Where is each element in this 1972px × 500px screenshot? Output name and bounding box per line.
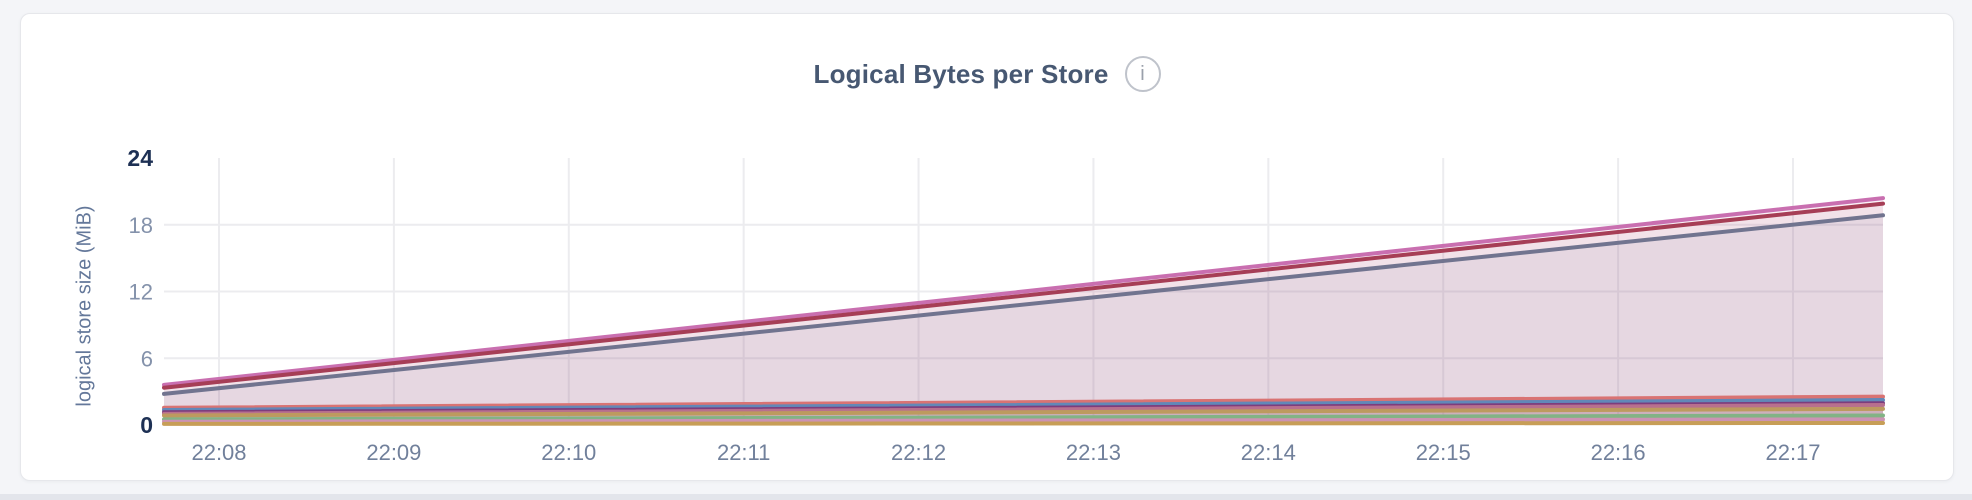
x-tick-label: 22:17: [1765, 440, 1820, 465]
x-tick-label: 22:09: [366, 440, 421, 465]
series-line-store-11[interactable]: [162, 421, 1885, 426]
series-line-store-9[interactable]: [162, 413, 1885, 422]
x-tick-label: 22:13: [1066, 440, 1121, 465]
y-tick-label: 6: [141, 346, 153, 371]
series-line-store-2[interactable]: [162, 201, 1885, 390]
chart-card: Logical Bytes per Store i logical store …: [20, 13, 1954, 481]
x-tick-label: 22:15: [1416, 440, 1471, 465]
series-line-store-4[interactable]: [162, 394, 1885, 410]
y-tick-label: 18: [129, 213, 153, 238]
x-tick-label: 22:08: [191, 440, 246, 465]
x-tick-label: 22:12: [891, 440, 946, 465]
series-area-store-3: [164, 215, 1883, 425]
info-icon[interactable]: i: [1124, 56, 1161, 92]
y-tick-label: 12: [129, 280, 153, 305]
series-line-store-8[interactable]: [162, 406, 1885, 418]
series-line-store-1[interactable]: [162, 196, 1885, 387]
chart-canvas: 0 6 12 18 24 22:08 22:09 22:10 22:11 22:12 22:13 22…: [127, 145, 1885, 465]
x-tick-label: 22:16: [1591, 440, 1646, 465]
series-area-store-1: [164, 198, 1883, 425]
x-tick-label: 22:10: [541, 440, 596, 465]
y-tick-label: 0: [140, 412, 153, 438]
x-tick-label: 22:14: [1241, 440, 1296, 465]
series-line-store-3[interactable]: [162, 213, 1885, 396]
y-tick-label: 24: [127, 145, 153, 171]
chart-title: Logical Bytes per Store: [813, 58, 1109, 89]
series-line-store-5[interactable]: [162, 398, 1885, 412]
x-tick-label: 22:11: [717, 440, 770, 465]
chart-header: Logical Bytes per Store i: [21, 56, 1953, 92]
next-section-edge: [0, 494, 1972, 500]
series-line-store-10[interactable]: [162, 417, 1885, 424]
